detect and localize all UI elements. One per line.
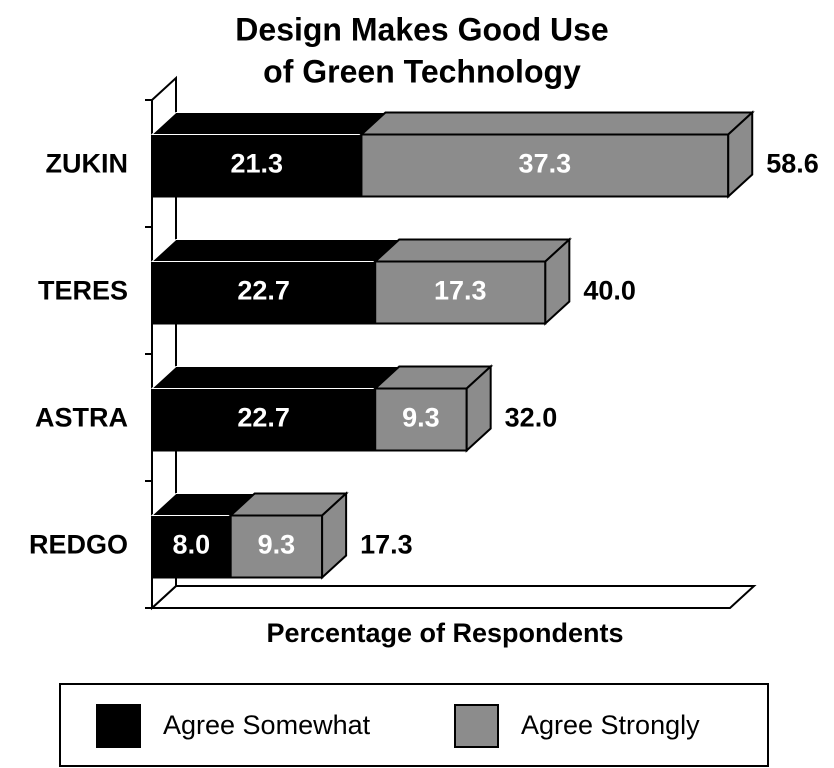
total-label: 40.0 xyxy=(583,276,636,306)
bar-side-face xyxy=(727,110,754,199)
bar-segment xyxy=(151,387,377,452)
chart-title-line: of Green Technology xyxy=(263,53,581,89)
data-label: 8.0 xyxy=(173,530,211,560)
bar-top-face xyxy=(150,239,401,262)
data-label: 9.3 xyxy=(258,530,296,560)
data-label: 22.7 xyxy=(237,276,290,306)
total-label: 17.3 xyxy=(360,530,413,560)
bar-segment xyxy=(151,260,377,325)
legend-box xyxy=(59,683,769,767)
total-label: 58.6 xyxy=(766,149,819,179)
bar-top-face xyxy=(358,111,755,136)
legend-swatch xyxy=(96,704,141,748)
y-tick-label: ZUKIN xyxy=(46,149,129,179)
total-label: 32.0 xyxy=(505,403,558,433)
data-label: 9.3 xyxy=(402,403,440,433)
legend-swatch xyxy=(454,704,499,748)
legend-label: Agree Somewhat xyxy=(163,710,371,740)
y-tick-label: TERES xyxy=(38,276,128,306)
bar-top-face xyxy=(150,112,387,135)
bar-segment xyxy=(151,133,363,198)
y-tick-label: REDGO xyxy=(29,530,128,560)
y-tick-label: ASTRA xyxy=(35,403,128,433)
data-label: 17.3 xyxy=(434,276,487,306)
data-label: 22.7 xyxy=(237,403,290,433)
bar-top-face xyxy=(150,366,401,389)
bar-top-face xyxy=(372,238,572,263)
bar-side-face xyxy=(544,237,571,326)
x-axis-label: Percentage of Respondents xyxy=(266,618,623,648)
bar-side-face xyxy=(321,491,348,580)
data-label: 21.3 xyxy=(230,149,283,179)
floor xyxy=(149,585,757,609)
bar-side-face xyxy=(465,364,492,453)
chart-title-line: Design Makes Good Use xyxy=(235,11,608,47)
data-label: 37.3 xyxy=(519,149,572,179)
legend-label: Agree Strongly xyxy=(521,710,700,740)
